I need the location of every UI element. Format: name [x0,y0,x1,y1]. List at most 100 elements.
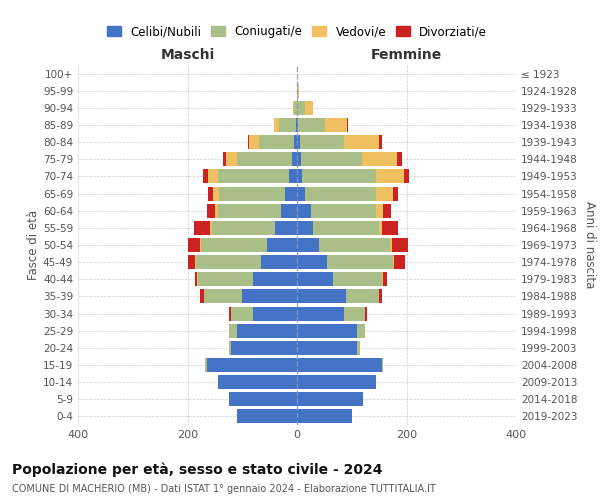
Bar [357,341,360,355]
Y-axis label: Anni di nascita: Anni di nascita [583,202,596,288]
Bar [393,186,398,200]
Bar [262,255,297,269]
Bar [332,272,382,286]
Text: Femmine: Femmine [371,48,442,62]
Bar [305,101,313,115]
Bar [297,135,300,149]
Y-axis label: Fasce di età: Fasce di età [27,210,40,280]
Bar [232,306,253,320]
Bar [376,186,393,200]
Bar [379,135,382,149]
Bar [298,84,299,98]
Bar [200,238,201,252]
Bar [267,238,297,252]
Bar [223,152,226,166]
Bar [206,204,215,218]
Bar [390,238,392,252]
Bar [297,290,346,304]
Bar [229,392,297,406]
Bar [229,341,232,355]
Bar [188,255,194,269]
Bar [208,186,212,200]
Bar [297,255,327,269]
Bar [365,306,367,320]
Bar [237,410,297,424]
Bar [347,118,349,132]
Text: COMUNE DI MACHERIO (MB) - Dati ISTAT 1° gennaio 2024 - Elaborazione TUTTITALIA.I: COMUNE DI MACHERIO (MB) - Dati ISTAT 1° … [12,484,436,494]
Text: Popolazione per età, sesso e stato civile - 2024: Popolazione per età, sesso e stato civil… [12,462,383,477]
Bar [218,375,297,389]
Bar [357,324,365,338]
Bar [302,170,376,183]
Bar [297,306,344,320]
Bar [301,152,362,166]
Bar [219,186,285,200]
Bar [212,186,219,200]
Bar [275,221,297,235]
Bar [194,221,211,235]
Bar [285,186,297,200]
Bar [362,152,397,166]
Bar [382,358,383,372]
Bar [344,306,365,320]
Bar [297,221,313,235]
Bar [274,118,280,132]
Bar [203,170,208,183]
Bar [208,170,218,183]
Bar [249,135,259,149]
Bar [297,238,319,252]
Bar [297,152,301,166]
Bar [392,238,408,252]
Bar [242,290,297,304]
Bar [259,135,294,149]
Bar [382,221,398,235]
Legend: Celibi/Nubili, Coniugati/e, Vedovi/e, Divorziati/e: Celibi/Nubili, Coniugati/e, Vedovi/e, Di… [102,20,492,43]
Bar [281,204,297,218]
Bar [300,135,344,149]
Bar [212,221,275,235]
Bar [248,135,249,149]
Bar [194,272,197,286]
Bar [346,290,379,304]
Bar [237,152,292,166]
Bar [297,186,305,200]
Bar [194,255,196,269]
Bar [297,375,376,389]
Bar [297,170,302,183]
Bar [297,204,311,218]
Bar [297,324,357,338]
Bar [253,272,297,286]
Bar [294,101,297,115]
Bar [226,152,237,166]
Bar [196,255,262,269]
Bar [296,118,297,132]
Bar [298,118,325,132]
Bar [211,221,212,235]
Text: Maschi: Maschi [160,48,215,62]
Bar [297,84,298,98]
Bar [199,272,253,286]
Bar [344,135,379,149]
Bar [206,358,297,372]
Bar [229,306,232,320]
Bar [394,255,405,269]
Bar [292,152,297,166]
Bar [293,101,294,115]
Bar [376,170,404,183]
Bar [289,170,297,183]
Bar [229,324,237,338]
Bar [218,204,281,218]
Bar [383,272,388,286]
Bar [201,238,267,252]
Bar [393,255,394,269]
Bar [404,170,409,183]
Bar [237,324,297,338]
Bar [379,290,382,304]
Bar [327,255,393,269]
Bar [200,290,204,304]
Bar [311,204,376,218]
Bar [297,101,305,115]
Bar [376,204,383,218]
Bar [297,358,382,372]
Bar [204,290,242,304]
